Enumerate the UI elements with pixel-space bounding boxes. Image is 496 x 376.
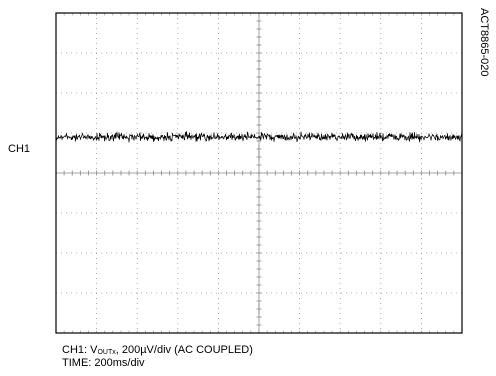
channel-label: CH1 <box>8 143 31 155</box>
caption-line2: TIME: 200ms/div <box>62 357 145 369</box>
caption-line1: CH1: VOUTx, 200µV/div (AC COUPLED) <box>62 344 253 359</box>
caption-suffix: , 200µV/div (AC COUPLED) <box>115 344 253 356</box>
caption-prefix: CH1: V <box>62 344 98 356</box>
graticule <box>55 12 463 334</box>
figure-id: ACT8865-020 <box>478 8 490 77</box>
ch1-trace <box>55 131 463 315</box>
plot-frame <box>55 12 463 334</box>
ch1-noise-trace <box>55 131 463 143</box>
caption-subscript: OUTx <box>97 349 116 356</box>
